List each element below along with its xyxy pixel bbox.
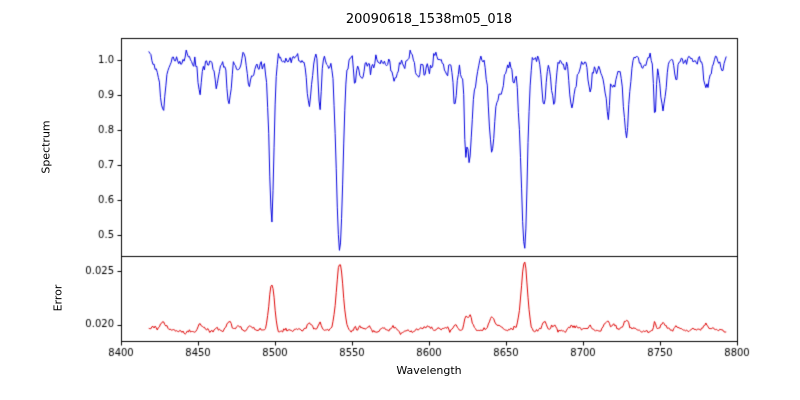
chart-title: 20090618_1538m05_018	[345, 12, 513, 27]
wavelength-x-axis-label: Wavelength	[396, 364, 462, 377]
error-y-axis-label: Error	[51, 284, 65, 312]
spectrum-y-axis-label: Spectrum	[39, 120, 53, 174]
